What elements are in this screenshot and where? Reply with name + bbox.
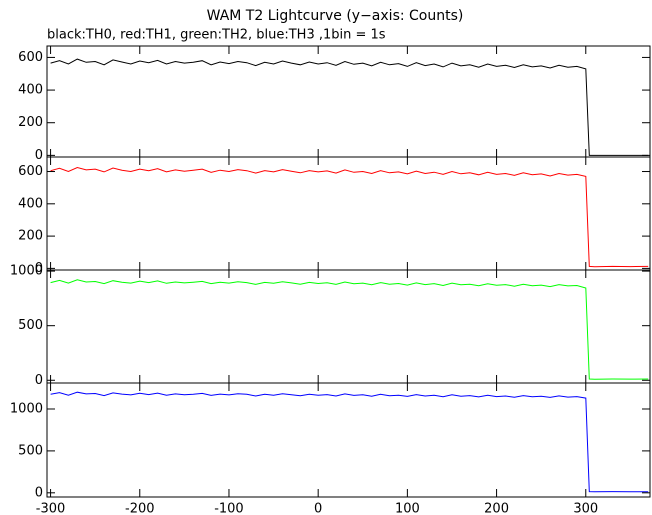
y-tick-label: 500 [18,443,43,458]
y-tick-label: 400 [18,196,43,211]
lightcurve [50,58,649,156]
y-tick-label: 600 [18,164,43,179]
chart-subtitle: black:TH0, red:TH1, green:TH2, blue:TH3 … [47,28,386,43]
y-tick-label: 1000 [10,264,43,279]
panel-frame [46,269,651,384]
y-tick-label: 0 [35,485,43,500]
lightcurve [50,166,649,268]
x-tick-label: -100 [214,502,244,515]
x-tick-label: -200 [125,502,155,515]
y-tick-label: 1000 [10,401,43,416]
x-tick-label: 300 [573,502,598,515]
x-tick-label: 200 [484,502,509,515]
y-tick-label: 0 [35,261,43,276]
x-tick-label: 0 [314,502,322,515]
y-tick-label: 400 [18,83,43,98]
panel-frame [46,382,651,498]
y-tick-label: 200 [18,229,43,244]
y-tick-label: 200 [18,115,43,130]
y-tick-label: 0 [35,148,43,163]
y-tick-label: 0 [35,373,43,388]
x-tick-label: 100 [395,502,420,515]
y-tick-label: 500 [18,318,43,333]
chart-title: WAM T2 Lightcurve (y−axis: Counts) [207,8,464,24]
lightcurve [50,391,649,493]
lightcurve [50,279,649,380]
y-tick-label: 600 [18,50,43,65]
x-tick-label: -300 [36,502,66,515]
